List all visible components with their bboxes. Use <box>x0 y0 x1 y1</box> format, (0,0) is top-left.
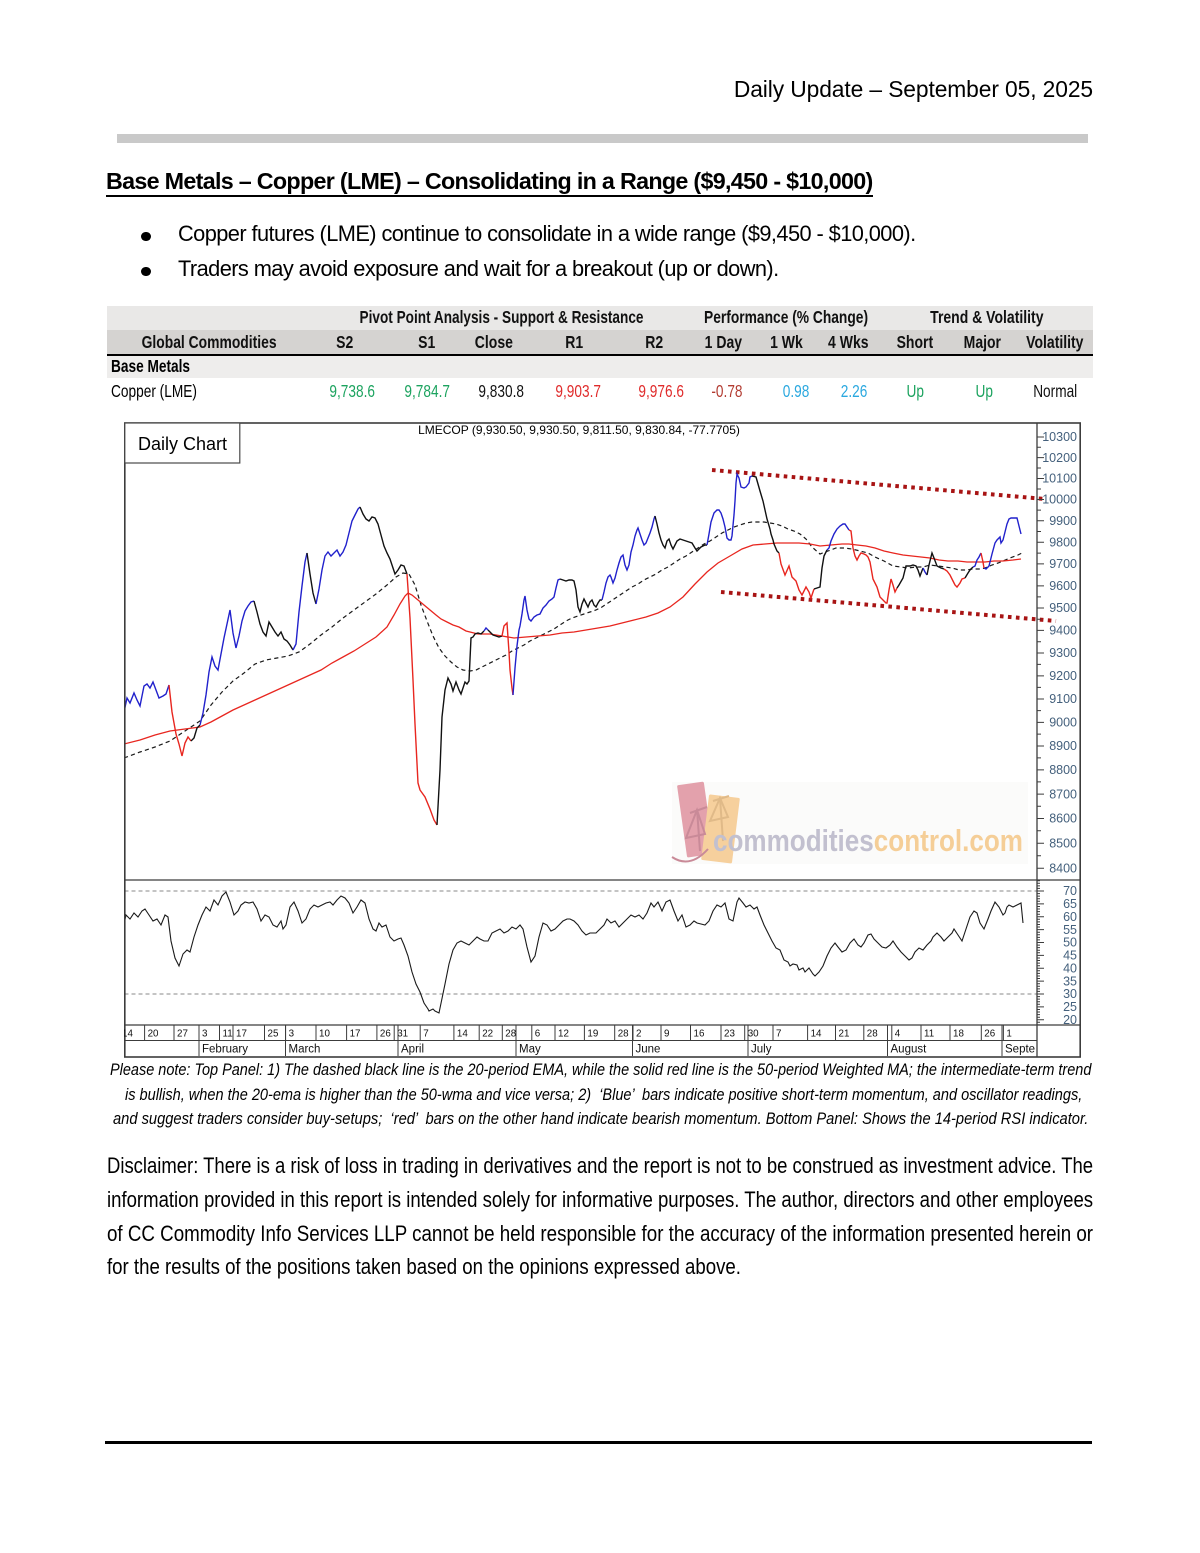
svg-text:10000: 10000 <box>1042 493 1077 507</box>
svg-text:11: 11 <box>223 1029 233 1040</box>
svg-text:8900: 8900 <box>1049 739 1077 753</box>
svg-text:12: 12 <box>558 1029 569 1040</box>
svg-text:7: 7 <box>776 1029 781 1040</box>
svg-text:31: 31 <box>397 1029 408 1040</box>
svg-text:9300: 9300 <box>1049 646 1077 660</box>
svg-text:9000: 9000 <box>1049 716 1077 730</box>
svg-text:25: 25 <box>268 1029 279 1040</box>
svg-text:August: August <box>891 1044 928 1056</box>
svg-text:9400: 9400 <box>1049 624 1077 638</box>
svg-text:28: 28 <box>867 1029 878 1040</box>
svg-text:35: 35 <box>1063 974 1077 988</box>
svg-text:28: 28 <box>505 1029 516 1040</box>
svg-text:10200: 10200 <box>1042 451 1077 465</box>
svg-text:14: 14 <box>811 1029 822 1040</box>
svg-text:Daily Chart: Daily Chart <box>138 434 227 454</box>
svg-text:30: 30 <box>748 1029 759 1040</box>
svg-text:20: 20 <box>1063 1013 1077 1027</box>
svg-text:1: 1 <box>1006 1029 1011 1040</box>
svg-text:19: 19 <box>587 1029 598 1040</box>
svg-text:8800: 8800 <box>1049 763 1077 777</box>
svg-text:April: April <box>401 1044 424 1056</box>
svg-text:6: 6 <box>535 1029 541 1040</box>
svg-text:February: February <box>202 1044 248 1056</box>
svg-text:50: 50 <box>1063 936 1077 950</box>
svg-text:9600: 9600 <box>1049 579 1077 593</box>
svg-text:9200: 9200 <box>1049 669 1077 683</box>
svg-text:23: 23 <box>724 1029 735 1040</box>
svg-text:8700: 8700 <box>1049 787 1077 801</box>
svg-text:10100: 10100 <box>1042 472 1077 486</box>
svg-text:17: 17 <box>236 1029 247 1040</box>
svg-text:July: July <box>751 1044 772 1056</box>
svg-text:14: 14 <box>457 1029 468 1040</box>
svg-text:3: 3 <box>289 1029 295 1040</box>
svg-text:45: 45 <box>1063 949 1077 963</box>
svg-text:8500: 8500 <box>1049 836 1077 850</box>
svg-text:9100: 9100 <box>1049 692 1077 706</box>
svg-text:3: 3 <box>202 1029 208 1040</box>
svg-text:7: 7 <box>423 1029 428 1040</box>
svg-text:9900: 9900 <box>1049 514 1077 528</box>
svg-text:21: 21 <box>839 1029 850 1040</box>
svg-text:27: 27 <box>177 1029 188 1040</box>
svg-text:4: 4 <box>895 1029 901 1040</box>
svg-text:8600: 8600 <box>1049 812 1077 826</box>
svg-text:18: 18 <box>953 1029 964 1040</box>
svg-text:LMECOP (9,930.50, 9,930.50, 9,: LMECOP (9,930.50, 9,930.50, 9,811.50, 9,… <box>418 423 740 437</box>
svg-text:22: 22 <box>482 1029 493 1040</box>
svg-text:June: June <box>636 1044 661 1056</box>
svg-text:16: 16 <box>694 1029 705 1040</box>
svg-text:40: 40 <box>1063 962 1077 976</box>
svg-text:8400: 8400 <box>1049 862 1077 876</box>
svg-text:10: 10 <box>319 1029 330 1040</box>
svg-text:17: 17 <box>350 1029 361 1040</box>
svg-text:20: 20 <box>148 1029 159 1040</box>
svg-text:25: 25 <box>1063 1000 1077 1014</box>
svg-text:9700: 9700 <box>1049 557 1077 571</box>
svg-text:70: 70 <box>1063 884 1077 898</box>
svg-text:May: May <box>519 1044 541 1056</box>
svg-text:65: 65 <box>1063 897 1077 911</box>
svg-text:commoditiescontrol.com: commoditiescontrol.com <box>713 824 1023 858</box>
svg-text:55: 55 <box>1063 923 1077 937</box>
svg-text:11: 11 <box>924 1029 934 1040</box>
svg-text:March: March <box>289 1044 321 1056</box>
svg-text:28: 28 <box>618 1029 629 1040</box>
svg-text:60: 60 <box>1063 910 1077 924</box>
svg-text:14: 14 <box>124 1029 133 1040</box>
svg-text:9: 9 <box>664 1029 669 1040</box>
svg-text:9500: 9500 <box>1049 601 1077 615</box>
svg-text:2: 2 <box>636 1029 641 1040</box>
svg-text:10300: 10300 <box>1042 430 1077 444</box>
svg-text:Septe: Septe <box>1005 1044 1035 1056</box>
svg-text:26: 26 <box>984 1029 995 1040</box>
svg-text:30: 30 <box>1063 987 1077 1001</box>
svg-text:26: 26 <box>380 1029 391 1040</box>
svg-text:9800: 9800 <box>1049 535 1077 549</box>
